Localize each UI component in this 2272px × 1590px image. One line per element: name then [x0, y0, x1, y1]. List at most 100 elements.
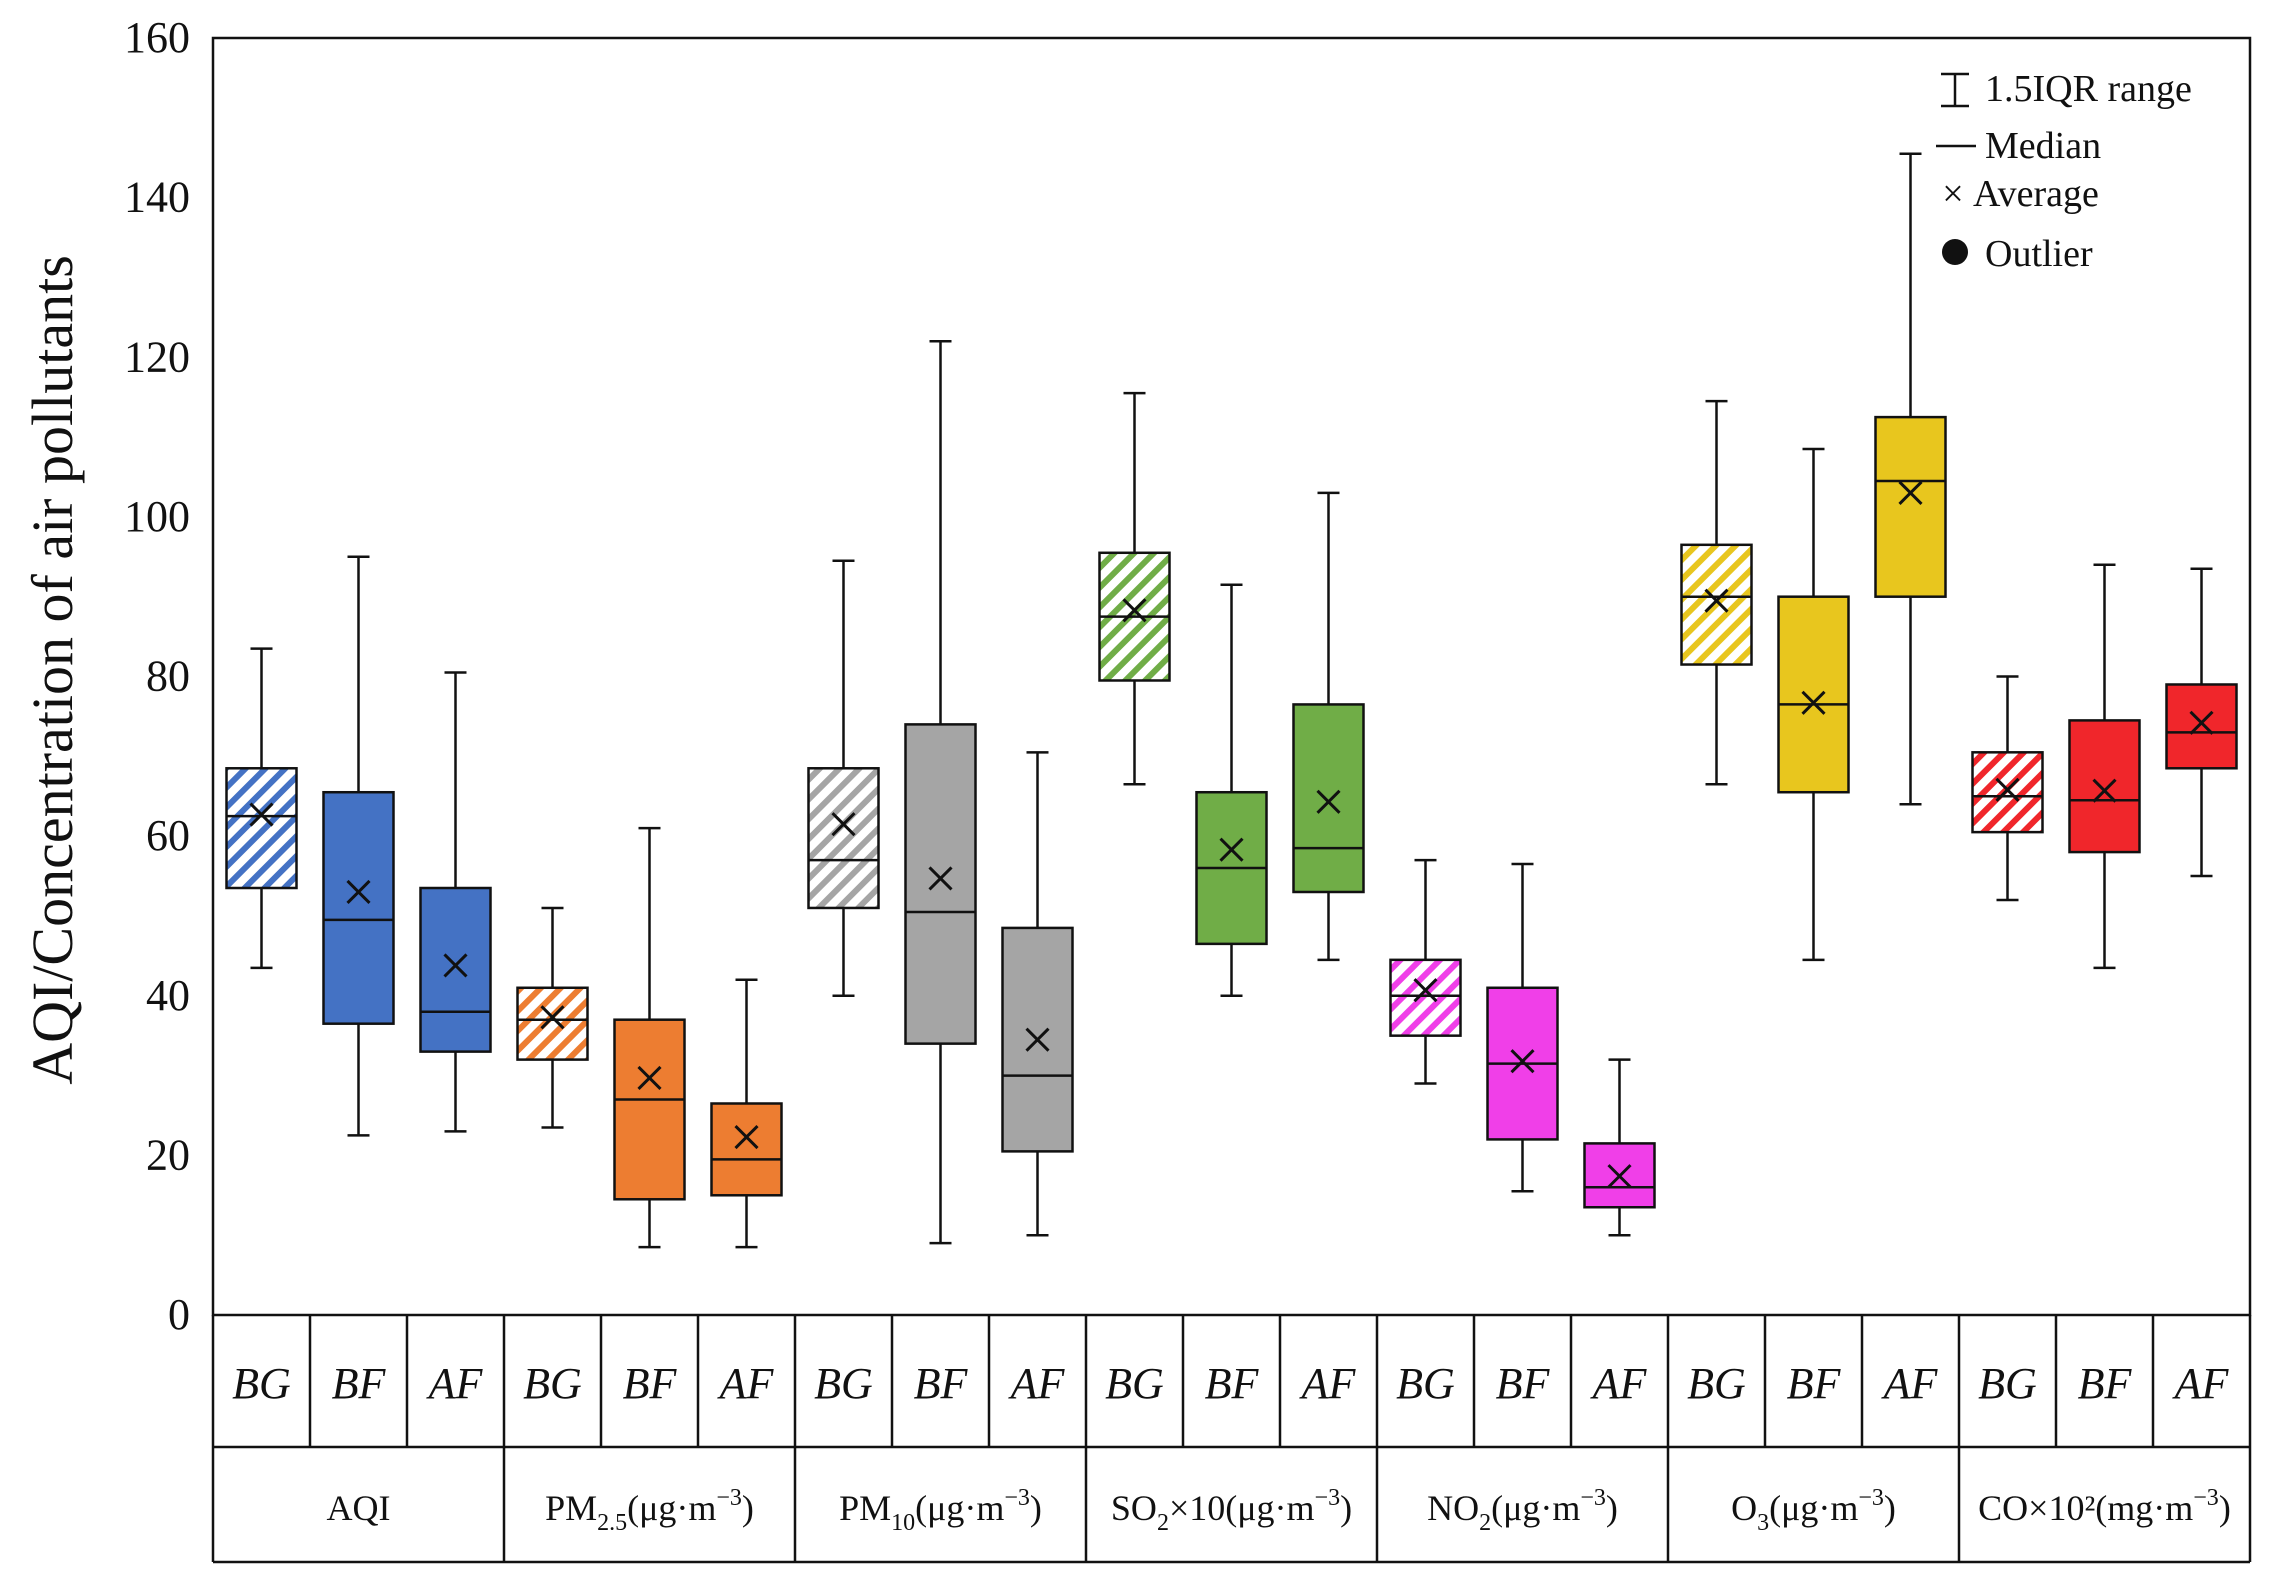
box-aqi-bg-mean-marker — [249, 802, 274, 827]
group-label-part: ) — [1030, 1488, 1042, 1528]
group-label-part: −3 — [1580, 1485, 1606, 1511]
box-no2-bg-mean-marker — [1413, 978, 1438, 1003]
box-o3-bg-mean-marker — [1704, 588, 1729, 613]
group-label-part: ) — [1340, 1488, 1352, 1528]
period-label-bg: BG — [523, 1359, 582, 1408]
group-label-cox10-2: CO×10²(mg·m−3) — [1978, 1485, 2231, 1528]
group-label-part: −3 — [716, 1485, 742, 1511]
box-so2x10-bf-mean-marker — [1219, 837, 1244, 862]
box-group-so2x10 — [1098, 391, 1365, 997]
box-group-o3 — [1680, 152, 1947, 962]
box-series — [225, 152, 2238, 1249]
period-label-bf: BF — [914, 1359, 969, 1408]
box-o3-af-mean-marker — [1898, 480, 1923, 505]
box-so2x10-bg-mean-marker — [1122, 598, 1147, 623]
y-tick-label: 80 — [146, 652, 190, 701]
box-pm10-bf-iqr-box — [904, 723, 977, 1045]
group-label-part: 2.5 — [597, 1510, 627, 1536]
group-label-aqi: AQI — [327, 1488, 391, 1528]
box-pm10-bg-mean-marker — [831, 812, 856, 837]
box-pm2-5-bf-mean-marker — [637, 1065, 662, 1091]
box-pm2-5-bg-mean-marker — [540, 1005, 565, 1030]
box-so2x10-af-mean-marker — [1316, 789, 1341, 814]
box-pm2-5-bf-iqr-box — [613, 1018, 686, 1201]
legend-dot-icon — [1942, 239, 1968, 265]
group-label-part: −3 — [1315, 1485, 1341, 1511]
box-pm2-5-bg-iqr-box — [516, 986, 589, 1061]
period-label-bg: BG — [1105, 1359, 1164, 1408]
group-label-part: PM — [545, 1488, 597, 1528]
y-tick-label: 160 — [124, 13, 190, 62]
group-label-part: ) — [742, 1488, 754, 1528]
group-label-part: AQI — [327, 1488, 391, 1528]
box-pm2-5-af-iqr-box — [710, 1102, 783, 1197]
group-label-part: (μg·m — [627, 1488, 716, 1528]
box-pm10-bf-mean-marker — [928, 866, 953, 891]
box-group-no2 — [1389, 858, 1656, 1237]
group-label-part: 2 — [1479, 1510, 1491, 1536]
group-label-so2x10: SO2×10(μg·m−3) — [1111, 1485, 1352, 1536]
group-label-pm2-5: PM2.5(μg·m−3) — [545, 1485, 754, 1536]
group-label-part: O — [1731, 1488, 1757, 1528]
group-label-part: ) — [1606, 1488, 1618, 1528]
group-label-part: 3 — [1757, 1510, 1769, 1536]
period-label-bf: BF — [332, 1359, 387, 1408]
period-label-af: AF — [1008, 1359, 1066, 1408]
y-tick-label: 20 — [146, 1130, 190, 1179]
box-no2-bf-mean-marker — [1510, 1049, 1535, 1074]
y-tick-label: 40 — [146, 971, 190, 1020]
group-label-part: −3 — [1004, 1485, 1030, 1511]
period-label-af: AF — [426, 1359, 484, 1408]
period-label-bg: BG — [232, 1359, 291, 1408]
period-label-bg: BG — [1396, 1359, 1455, 1408]
plot-frame — [211, 36, 2252, 1317]
group-label-pm10: PM10(μg·m−3) — [839, 1485, 1042, 1536]
period-label-af: AF — [2172, 1359, 2230, 1408]
box-o3-bg-iqr-box — [1680, 543, 1753, 666]
box-aqi-bf-mean-marker — [346, 879, 371, 905]
box-aqi-af-iqr-box — [419, 886, 492, 1053]
group-label-part: CO×10²(mg·m — [1978, 1488, 2193, 1528]
legend-item-range: 1.5IQR range — [1941, 68, 2192, 110]
period-label-bf: BF — [2078, 1359, 2133, 1408]
group-label-part: 10 — [891, 1510, 915, 1536]
y-tick-label: 0 — [168, 1290, 190, 1339]
group-label-part: (μg·m — [1491, 1488, 1580, 1528]
box-no2-af-mean-marker — [1607, 1164, 1632, 1189]
group-label-part: ×10(μg·m — [1169, 1488, 1315, 1528]
box-cox10-2-af-mean-marker — [2189, 710, 2214, 735]
group-label-part: PM — [839, 1488, 891, 1528]
box-cox10-2-bf-iqr-box — [2068, 719, 2141, 854]
box-aqi-af-mean-marker — [443, 953, 468, 978]
box-cox10-2-af-iqr-box — [2165, 683, 2238, 770]
period-label-bf: BF — [1496, 1359, 1551, 1408]
y-tick-label: 120 — [124, 332, 190, 381]
period-label-bf: BF — [1787, 1359, 1842, 1408]
period-label-bg: BG — [814, 1359, 873, 1408]
legend: 1.5IQR range Median × Average Outlier — [1936, 68, 2192, 275]
group-label-part: 2 — [1157, 1510, 1169, 1536]
group-label-part: (μg·m — [1769, 1488, 1858, 1528]
box-o3-af-iqr-box — [1874, 415, 1947, 598]
box-cox10-2-bf-mean-marker — [2092, 778, 2117, 803]
box-cox10-2-bg-iqr-box — [1971, 751, 2044, 834]
box-group-pm2-5 — [516, 826, 783, 1249]
legend-label-outlier: Outlier — [1985, 233, 2093, 275]
box-cox10-2-bg-mean-marker — [1995, 777, 2020, 802]
box-pm10-bg-iqr-box — [807, 767, 880, 910]
box-group-cox10-2 — [1971, 563, 2238, 970]
y-tick-label: 100 — [124, 492, 190, 541]
box-group-pm10 — [807, 340, 1074, 1245]
y-tick-label: 140 — [124, 173, 190, 222]
legend-item-outlier: Outlier — [1942, 233, 2093, 275]
group-label-part: −3 — [2193, 1485, 2219, 1511]
box-o3-bf-iqr-box — [1777, 595, 1850, 794]
legend-item-median: Median — [1936, 125, 2101, 167]
y-axis-title: AQI/Concentration of air pollutants — [20, 255, 85, 1085]
period-label-af: AF — [717, 1359, 775, 1408]
period-label-bf: BF — [1205, 1359, 1260, 1408]
group-label-part: SO — [1111, 1488, 1157, 1528]
box-group-aqi — [225, 555, 492, 1137]
